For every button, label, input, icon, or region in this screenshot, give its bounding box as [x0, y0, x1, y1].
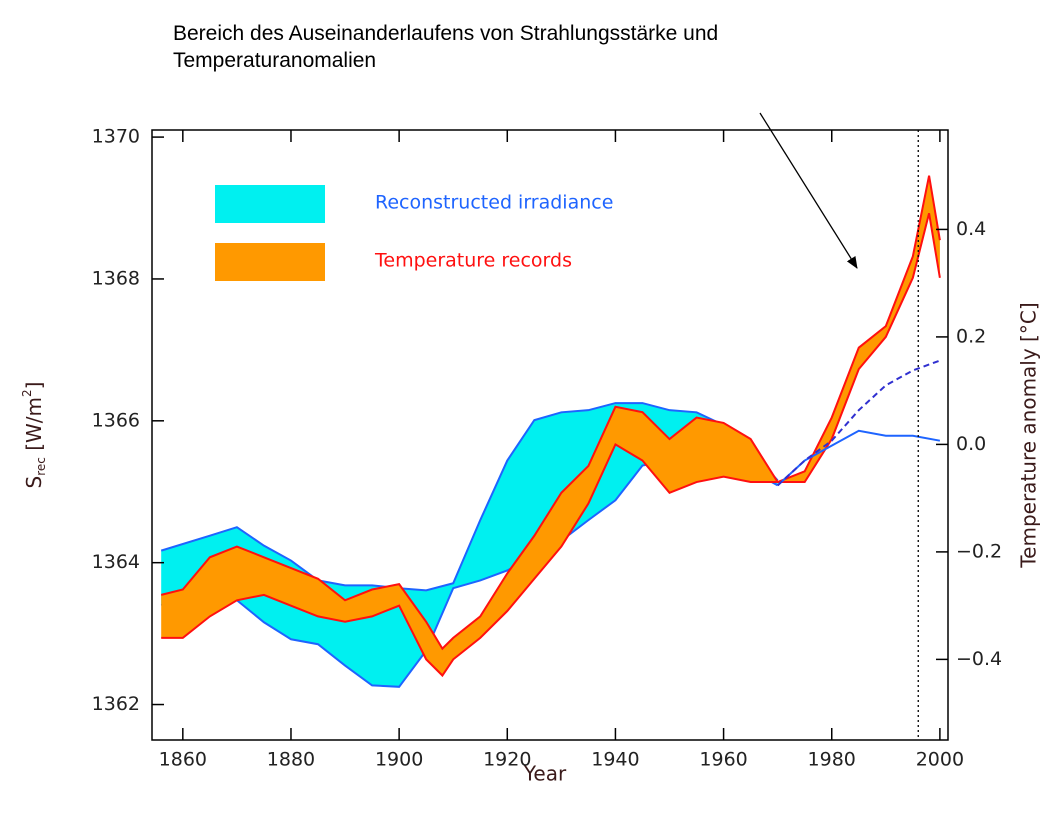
plot-area: [160, 175, 941, 688]
y-label-part: ]: [22, 382, 46, 390]
y-tick-label: 1366: [92, 409, 140, 431]
y-label-sup: 2: [20, 389, 34, 397]
x-tick-label: 1900: [375, 749, 423, 771]
y-label-sub: rec: [34, 457, 48, 476]
x-tick-label: 1860: [159, 749, 207, 771]
legend-label: Reconstructed irradiance: [375, 192, 613, 214]
y-label-part: [W/m: [22, 397, 46, 457]
annotation-line: Bereich des Auseinanderlaufens von Strah…: [173, 22, 718, 45]
legend-label: Temperature records: [374, 250, 572, 272]
line: [776, 429, 941, 487]
x-tick-label: 1920: [483, 749, 531, 771]
band-edge: [161, 213, 941, 678]
y-axis-label: Srec [W/m2]: [20, 382, 48, 489]
x-axis-label: Year: [523, 762, 567, 786]
y-label-part: S: [22, 476, 46, 489]
x-tick-label: 1940: [591, 749, 639, 771]
y2-tick-label: 0.0: [956, 433, 986, 455]
band-edge: [160, 402, 779, 592]
y-tick-label: 1370: [92, 126, 140, 148]
y2-tick-label: −0.2: [956, 540, 1002, 562]
x-tick-label: 1880: [267, 749, 315, 771]
legend-swatch: [215, 185, 325, 223]
y-tick-label: 1362: [92, 693, 140, 715]
y-tick-label: 1364: [92, 551, 140, 573]
y-tick-label: 1368: [92, 267, 140, 289]
band-edge: [160, 175, 941, 651]
y2-tick-label: −0.4: [956, 648, 1002, 670]
y2-axis-label: Temperature anomaly [°C]: [1017, 302, 1041, 568]
x-tick-label: 1960: [699, 749, 747, 771]
plot-frame: [151, 129, 949, 741]
y2-tick-label: 0.4: [956, 218, 986, 240]
annotation-arrow: [759, 112, 858, 269]
x-tick-label: 2000: [916, 749, 964, 771]
legend-swatch: [215, 243, 325, 281]
x-tick-label: 1980: [808, 749, 856, 771]
y2-tick-label: 0.2: [956, 325, 986, 347]
line: [776, 359, 941, 487]
annotation-line: Temperaturanomalien: [173, 49, 376, 72]
